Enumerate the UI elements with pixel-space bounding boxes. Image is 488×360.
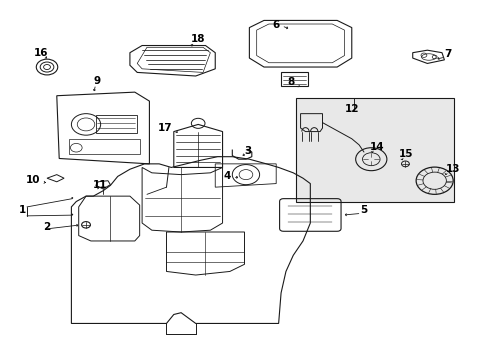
Text: 4: 4: [223, 171, 230, 181]
Text: 9: 9: [93, 76, 100, 86]
Text: 5: 5: [360, 206, 367, 216]
Text: 12: 12: [344, 104, 358, 114]
Text: 8: 8: [287, 77, 294, 87]
Text: 16: 16: [34, 48, 48, 58]
Text: 13: 13: [445, 163, 459, 174]
FancyBboxPatch shape: [295, 98, 453, 202]
Text: 11: 11: [92, 180, 107, 190]
Text: 7: 7: [444, 49, 451, 59]
Text: 6: 6: [272, 20, 279, 30]
Text: 14: 14: [368, 141, 383, 152]
Text: 3: 3: [244, 145, 251, 156]
Text: 1: 1: [18, 206, 25, 216]
Text: 18: 18: [190, 35, 205, 44]
Text: 17: 17: [158, 123, 172, 133]
Text: 15: 15: [398, 149, 412, 159]
Text: 10: 10: [26, 175, 41, 185]
Text: 2: 2: [42, 222, 50, 231]
